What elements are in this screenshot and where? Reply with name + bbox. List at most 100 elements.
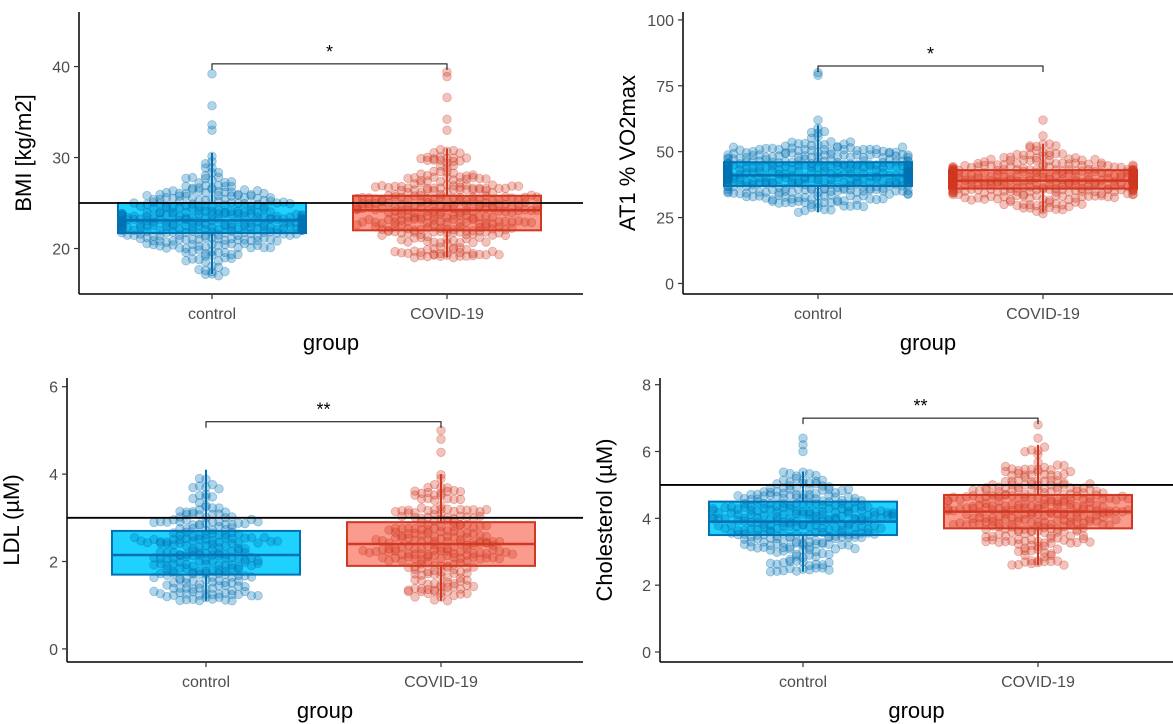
panel-2-control-point [878,186,888,196]
panel-3-control-point [233,564,244,574]
panel-2-control-point [780,186,791,196]
panel-2-covid-point [986,160,996,171]
panel-1-covid-point [461,184,472,195]
panel-2-control-point [826,190,836,200]
panel-2-control-point [865,171,875,182]
panel-1-control-point [194,178,204,188]
panel-1-covid-point [435,217,446,227]
panel-2-covid-point [948,169,958,180]
panel-1-x-tick-label: control [188,306,236,323]
panel-4-control-point [708,505,718,516]
panel-2-control-point [723,170,733,180]
panel-2-control-point [723,168,733,178]
panel-2-control-point [723,166,733,177]
panel-2-control-point [903,173,913,183]
panel-2-control-point [852,187,862,197]
panel-1-covid-point [455,210,465,221]
panel-2-covid-point [1044,139,1055,149]
panel-2-control-point [871,184,882,194]
panel-1-control-point [207,125,217,135]
panel-2-control-point [787,194,797,204]
panel-2-covid-point [1012,158,1022,169]
panel-2-covid-point [1025,142,1035,153]
panel-1-control-point [213,234,224,244]
panel-2-covid-point [1070,180,1081,190]
panel-1-control-point [207,222,217,232]
panel-1-covid-point [422,206,433,216]
panel-1-control-point [278,218,289,228]
panel-2-control-box [723,161,913,187]
panel-1-control-point [220,235,230,246]
panel-2-covid-point [979,179,990,189]
panel-2-control-point [813,180,823,190]
panel-2-control-point [871,194,882,205]
panel-4-covid-point [1046,550,1056,561]
panel-2-covid-point [948,174,958,185]
panel-2-control-point [741,148,752,158]
panel-1-control-point [207,216,217,226]
panel-1-covid-point [507,217,517,227]
panel-2-control-point [903,174,913,185]
panel-1-control-point [207,246,217,257]
panel-1-control-point [148,217,159,227]
panel-1-covid-point [442,172,452,183]
panel-2-covid-point [1128,172,1138,182]
panel-1-covid-point [442,163,452,173]
panel-1-covid-point [396,220,407,230]
panel-1-control-point [161,237,172,248]
panel-1-covid-point [442,234,452,245]
panel-2-covid-point [1128,170,1138,181]
panel-2-control-point [780,183,791,194]
panel-1-control-point [220,220,230,231]
panel-2-covid-point [1122,172,1133,183]
panel-4-control-point [713,520,724,531]
panel-2-covid-point [948,173,958,183]
panel-2-control-point [793,166,804,176]
panel-2-covid-point [1057,184,1068,195]
panel-3-control-point [155,547,166,557]
panel-1-covid-point [474,211,485,222]
panel-2-control-point [903,180,913,190]
panel-2-control-point [780,192,791,202]
panel-2-control-point [903,175,913,186]
panel-2-control-point [806,158,817,169]
panel-3-control-point [233,529,244,539]
panel-1-control-point [207,184,217,195]
panel-4-y-axis-title: Cholesterol (µM) [592,438,617,601]
panel-1-covid-point [429,172,439,183]
panel-2-control-point [774,190,784,200]
panel-1-control-point [187,226,198,237]
panel-2-covid-point [1051,191,1061,201]
panel-1-covid-point [435,166,446,177]
panel-2-control-point [819,177,830,187]
panel-2-covid-point [1128,175,1138,185]
panel-2-covid-point [992,165,1003,176]
panel-2-x-axis-title: group [900,330,956,355]
panel-4-covid-point [1007,560,1017,570]
panel-1-covid-point [409,173,420,183]
panel-2-covid-point [1018,182,1029,193]
panel-2-control-point [903,163,913,173]
panel-1-covid-point [396,215,407,226]
panel-2-covid-point [948,186,958,196]
panel-3-control-point [201,548,211,558]
panel-1-control-point [213,224,224,235]
panel-2-covid-point [992,178,1003,188]
panel-1-control-point [117,210,127,220]
panel-1-covid-point [435,238,446,248]
panel-1-control-point [117,217,127,227]
panel-1-control-point [207,267,217,277]
panel-2-control-point [780,148,791,159]
panel-1-control-point [117,220,127,231]
panel-2-control-point [897,186,908,196]
panel-2-control-point [728,154,739,164]
panel-2-covid-point [948,170,958,181]
panel-2-covid-point [1031,155,1042,166]
panel-2-control-point [754,166,765,177]
panel-2-covid-point [948,180,958,190]
panel-2-covid-point [1070,153,1081,163]
panel-1-control-point [194,264,204,275]
panel-1-control-point [148,204,159,214]
panel-1-control-point [265,222,276,232]
panel-1-covid-point [487,180,498,190]
